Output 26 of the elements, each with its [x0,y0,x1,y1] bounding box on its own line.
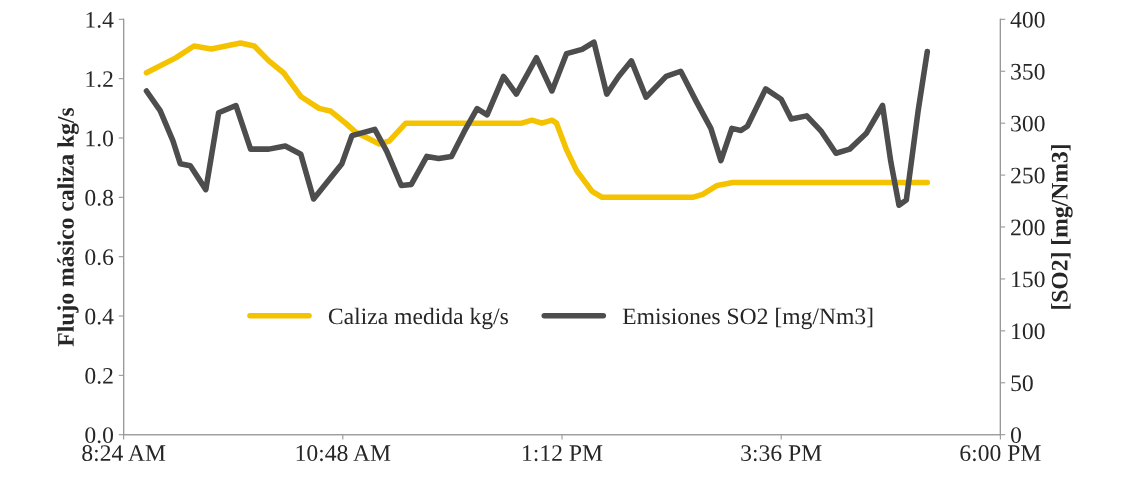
y-tick-label: 0.0 [85,427,114,444]
y-axis-title: Flujo másico caliza kg/s [57,107,79,347]
y2-tick-label: 150 [1012,271,1045,288]
y2-tick-label: 200 [1011,219,1045,236]
x-tick-label: 3:36 PM [741,445,822,462]
y-tick-label: 0.2 [85,367,113,384]
y2-tick-label: 0 [1010,427,1021,444]
y2-axis-title: [SO2] [mg/Nm3] [1051,145,1073,309]
y2-tick-label: 100 [1012,323,1045,340]
y-tick-label: 0.4 [85,308,114,325]
x-tick-label: 6:00 PM [960,445,1041,462]
x-tick-label: 1:12 PM [523,445,603,462]
y-tick-label: 1.0 [86,130,114,147]
x-tick-label: 8:24 AM [82,445,166,462]
y-tick-label: 0.8 [85,189,114,206]
y2-tick-label: 300 [1011,115,1045,132]
legend-label: Emisiones SO2 [mg/Nm3] [622,307,873,330]
y2-tick-label: 250 [1011,167,1045,184]
y2-tick-label: 400 [1010,11,1045,28]
legend-label: Caliza medida kg/s [328,307,508,330]
y-tick-label: 0.6 [85,249,114,266]
y2-tick-label: 350 [1011,63,1045,80]
y-tick-label: 1.4 [86,11,114,28]
y2-tick-label: 50 [1011,375,1033,392]
y-tick-label: 1.2 [86,71,113,88]
x-tick-label: 10:48 AM [296,445,391,462]
